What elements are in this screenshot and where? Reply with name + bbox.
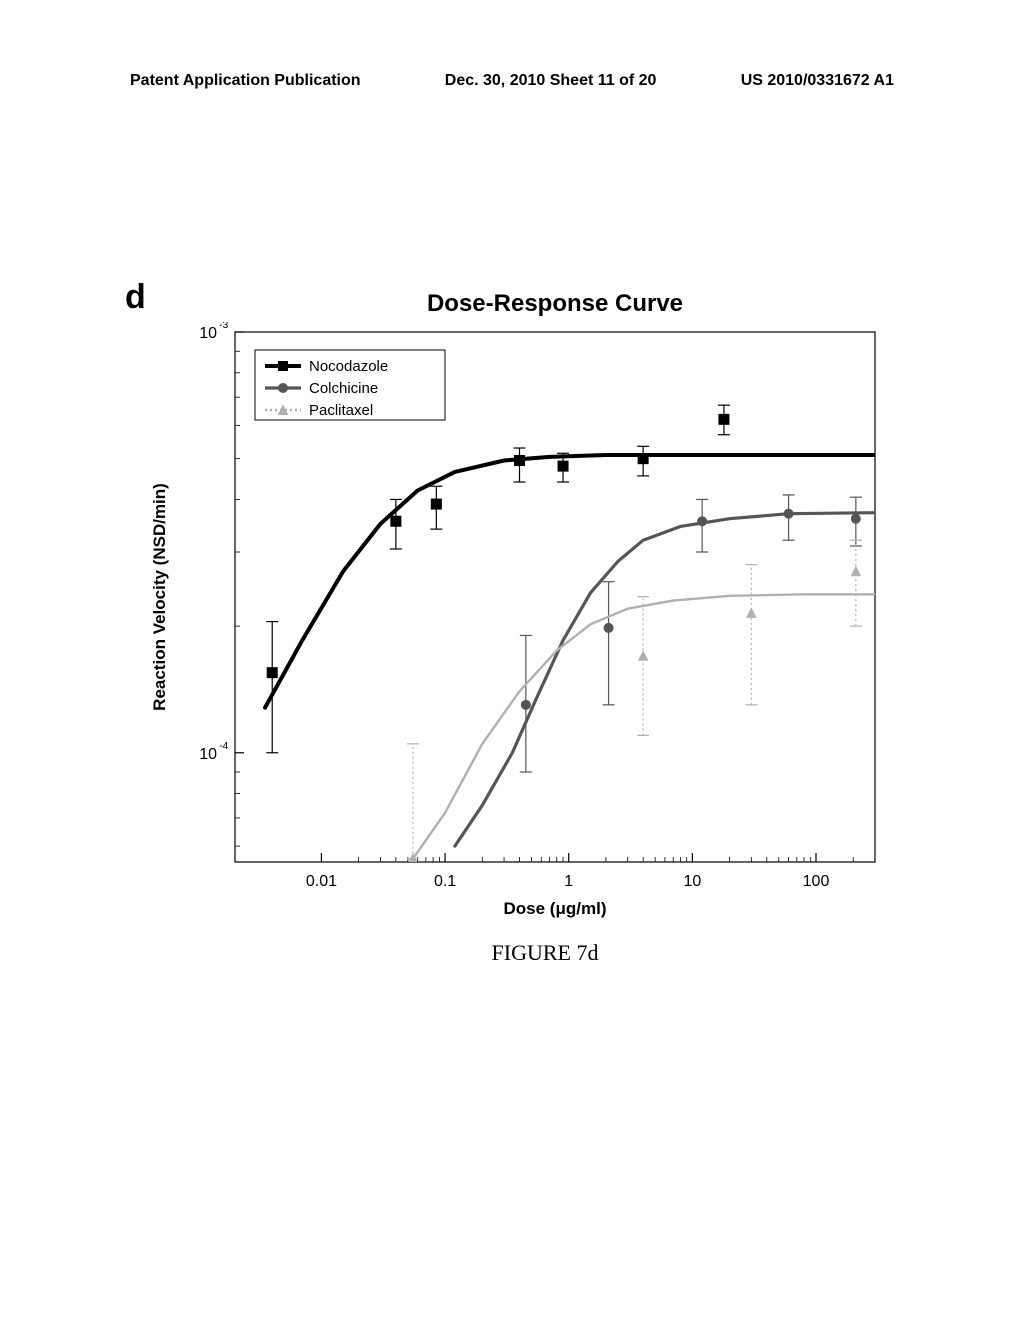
svg-text:100: 100 (803, 873, 830, 890)
svg-text:-3: -3 (219, 322, 228, 331)
panel-label: d (125, 278, 146, 317)
svg-text:1: 1 (564, 873, 573, 890)
svg-text:10: 10 (683, 873, 701, 890)
svg-text:Colchicine: Colchicine (309, 380, 378, 397)
svg-text:10: 10 (199, 746, 217, 763)
header-center: Dec. 30, 2010 Sheet 11 of 20 (445, 72, 657, 90)
svg-text:10: 10 (199, 325, 217, 342)
header-left: Patent Application Publication (130, 72, 361, 90)
chart-container: d Dose-Response Curve 0.010.1110100Dose … (130, 290, 890, 966)
svg-text:Nocodazole: Nocodazole (309, 358, 388, 375)
dose-response-chart: 0.010.1110100Dose (μg/ml)10-310-4Reactio… (130, 322, 890, 922)
figure-caption: FIGURE 7d (200, 940, 890, 966)
svg-text:0.1: 0.1 (434, 873, 456, 890)
svg-text:0.01: 0.01 (306, 873, 337, 890)
svg-text:Dose (μg/ml): Dose (μg/ml) (504, 899, 607, 918)
page-header: Patent Application Publication Dec. 30, … (0, 72, 1024, 90)
svg-text:-4: -4 (219, 741, 228, 752)
svg-text:Paclitaxel: Paclitaxel (309, 402, 373, 419)
chart-title: Dose-Response Curve (220, 290, 890, 318)
svg-text:Reaction Velocity (NSD/min): Reaction Velocity (NSD/min) (150, 483, 169, 711)
header-right: US 2010/0331672 A1 (741, 72, 894, 90)
